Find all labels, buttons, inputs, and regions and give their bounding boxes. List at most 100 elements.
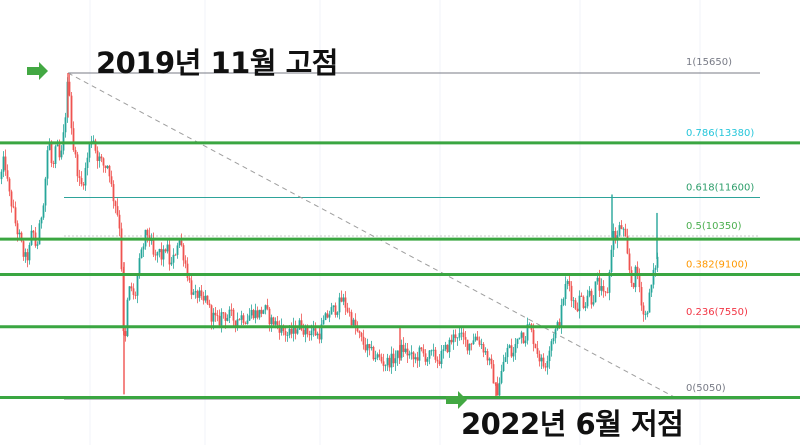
candle: [32, 230, 35, 239]
candle-body: [444, 344, 447, 350]
candle: [410, 345, 413, 360]
candle-body: [548, 350, 551, 362]
candle: [178, 240, 181, 249]
candle: [214, 307, 217, 322]
candle-body: [72, 128, 75, 151]
candle-body: [472, 340, 475, 345]
candle: [572, 296, 575, 309]
diagonal-trend-line: [67, 72, 679, 400]
candle-body: [312, 328, 315, 331]
candle-body: [380, 356, 383, 362]
candle-body: [514, 343, 517, 353]
candle-body: [218, 315, 221, 326]
candle-body: [84, 167, 87, 186]
candle-body: [260, 309, 263, 314]
candle-body: [480, 344, 483, 345]
candle: [402, 337, 405, 358]
candle-body: [454, 334, 457, 339]
candle: [512, 346, 515, 362]
candle-body: [164, 249, 167, 252]
candle: [550, 338, 553, 357]
candle: [566, 279, 569, 290]
candle-body: [412, 352, 415, 360]
candle: [348, 307, 351, 317]
candle: [516, 338, 519, 349]
candle-body: [194, 291, 197, 293]
candle-body: [474, 336, 477, 341]
candle-body: [86, 157, 89, 168]
candle-body: [140, 249, 143, 259]
candle-body: [136, 275, 139, 296]
candle-body: [182, 245, 185, 261]
candle-body: [570, 285, 573, 301]
candle: [80, 171, 83, 187]
candle: [278, 320, 281, 340]
candle: [292, 317, 295, 342]
candle-body: [284, 331, 287, 336]
candle-body: [142, 246, 145, 250]
candle: [528, 322, 531, 326]
candle-body: [622, 228, 625, 230]
candle-body: [370, 346, 373, 349]
candle: [136, 273, 139, 304]
candle: [250, 304, 253, 319]
trend-line: [67, 72, 679, 400]
candle-body: [524, 340, 527, 344]
candle: [640, 281, 643, 311]
candle-body: [268, 308, 271, 325]
candle-body: [628, 253, 631, 271]
candle-body: [216, 315, 219, 317]
candle: [350, 309, 353, 328]
candle: [560, 298, 563, 334]
candle: [328, 310, 331, 323]
candle-body: [320, 324, 323, 340]
candle: [646, 310, 649, 318]
fib-label-0-618: 0.618(11600): [686, 183, 754, 194]
candle: [588, 286, 591, 298]
candle-body: [572, 300, 575, 302]
candle-body: [532, 329, 535, 345]
fibonacci-levels: [64, 72, 760, 400]
candle: [400, 339, 403, 361]
candle: [362, 329, 365, 350]
candle-body: [358, 331, 361, 333]
candle-body: [110, 176, 113, 185]
candle-body: [598, 277, 601, 291]
candle: [376, 352, 379, 361]
candle-body: [468, 343, 471, 351]
candle: [480, 338, 483, 350]
candle: [88, 143, 91, 163]
candle-body: [236, 319, 239, 326]
candle: [482, 342, 485, 358]
candle-body: [618, 225, 621, 236]
candle-body: [384, 365, 387, 367]
candle: [186, 257, 189, 282]
candle-body: [436, 359, 439, 362]
candle-body: [396, 350, 399, 359]
candle-body: [600, 286, 603, 291]
candle: [0, 169, 3, 185]
candle-body: [372, 346, 375, 360]
candle-body: [16, 223, 19, 235]
candle-body: [74, 150, 77, 155]
candle-body: [490, 358, 493, 365]
candle: [368, 343, 371, 356]
candle: [614, 227, 617, 244]
candle: [196, 289, 199, 304]
candle-body: [254, 310, 257, 319]
candle: [126, 297, 129, 338]
candle-body: [376, 354, 379, 358]
candle-body: [632, 283, 635, 288]
candle-body: [190, 280, 193, 295]
candle: [466, 339, 469, 355]
candle-body: [362, 336, 365, 345]
candle: [520, 330, 523, 344]
candle-body: [10, 191, 13, 207]
candle-body: [22, 241, 25, 257]
candle-body: [282, 325, 285, 332]
candle-body: [176, 245, 179, 255]
candle: [514, 338, 517, 360]
candle-body: [406, 348, 409, 356]
candle: [40, 216, 43, 229]
candle-body: [374, 357, 377, 360]
